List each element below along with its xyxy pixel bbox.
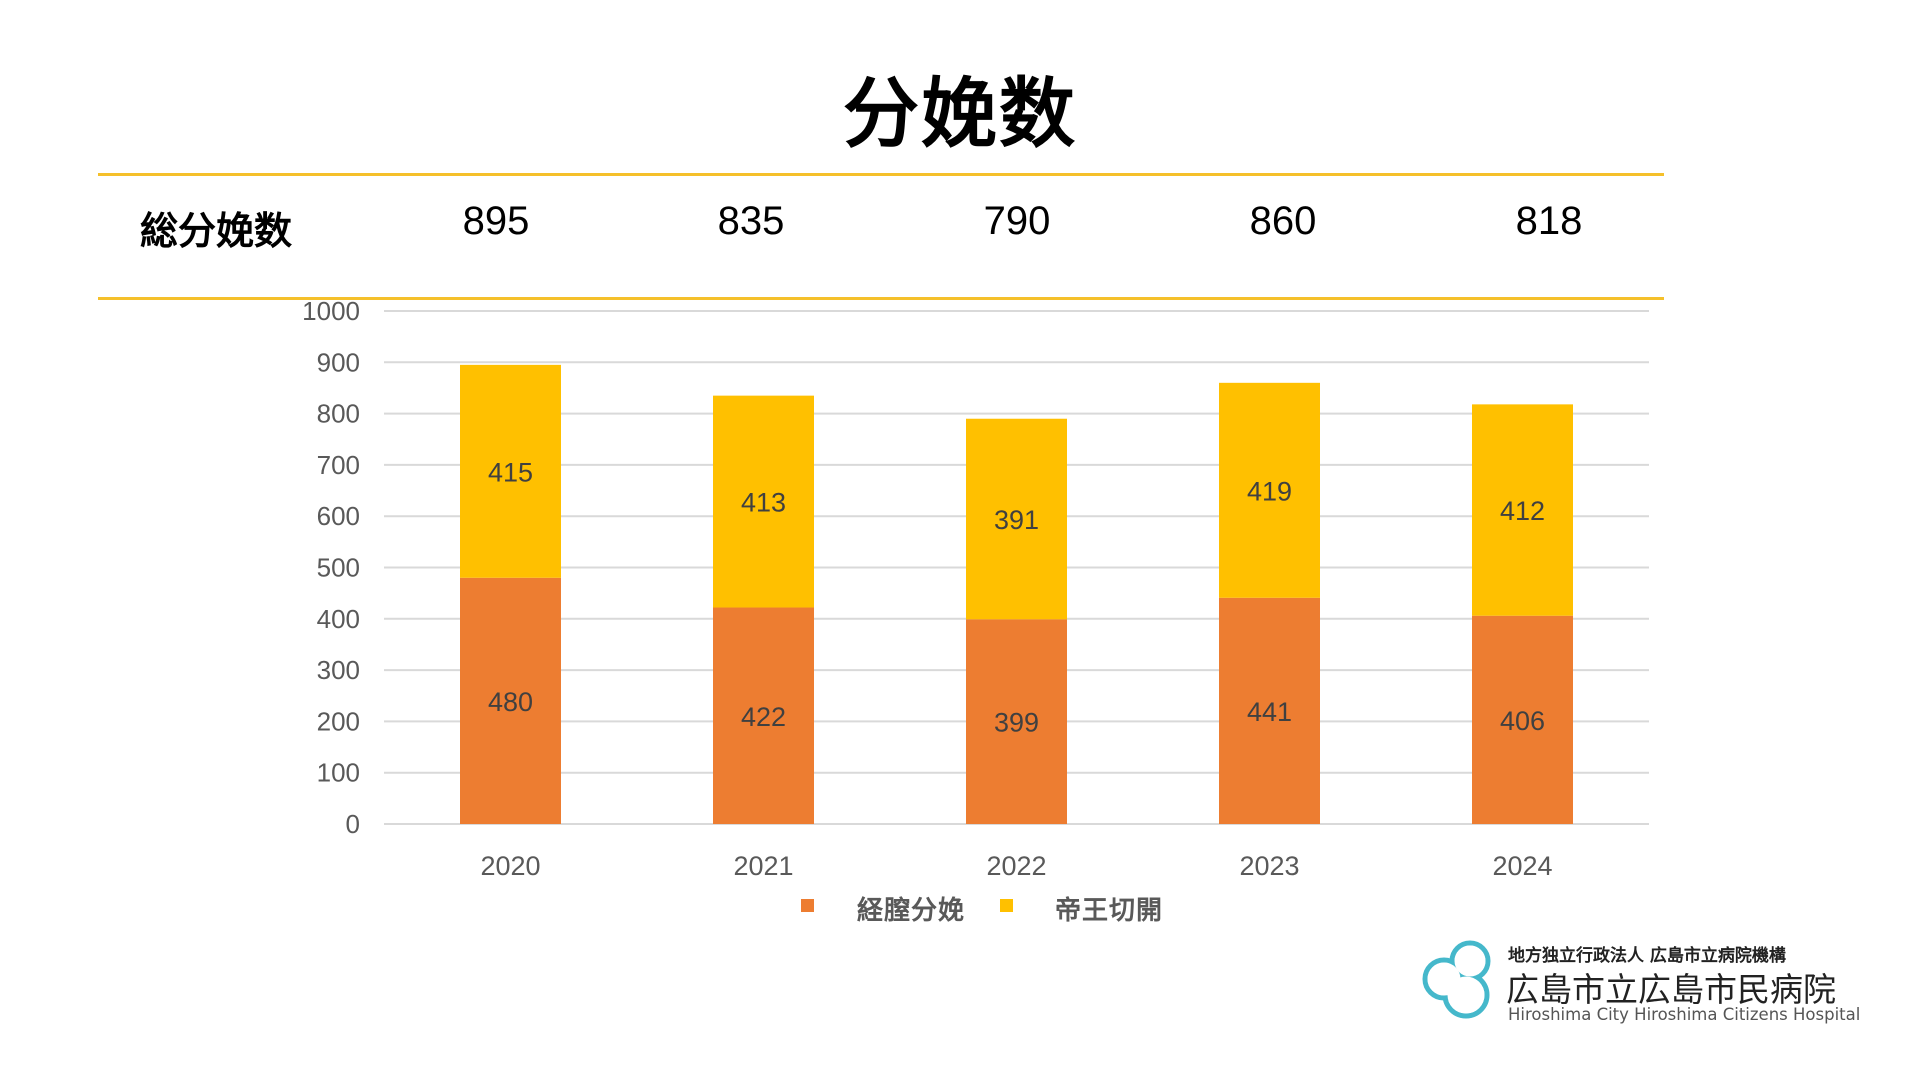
bar-segment-cesarean [966, 418, 1067, 620]
bar-segment-vaginal [1472, 615, 1573, 824]
data-label: 415 [488, 457, 533, 487]
y-tick-label: 400 [317, 604, 360, 634]
legend-swatch-vaginal [801, 899, 814, 912]
logo-subtitle: 地方独立行政法人 広島市立病院機構 [1508, 946, 1786, 966]
y-tick-label: 700 [317, 450, 360, 480]
bar-segment-vaginal [713, 607, 814, 824]
total-births-label: 総分娩数 [140, 209, 293, 253]
logo-name: 広島市立広島市民病院 [1506, 970, 1836, 1009]
bar-segment-vaginal [966, 619, 1067, 824]
legend-swatch-cesarean [1000, 899, 1013, 912]
total-births-2020: 895 [462, 199, 530, 243]
legend-label-vaginal: 経膣分娩 [857, 896, 966, 926]
x-tick-label: 2023 [1239, 851, 1299, 881]
total-births-2024: 818 [1515, 199, 1583, 243]
page-title: 分娩数 [843, 69, 1077, 158]
total-births-2021: 835 [717, 199, 785, 243]
data-label: 412 [1500, 496, 1545, 526]
data-label: 419 [1247, 476, 1292, 506]
y-tick-label: 200 [317, 706, 360, 736]
hospital-logo: 地方独立行政法人 広島市立病院機構 広島市立広島市民病院 Hiroshima C… [1420, 935, 1880, 1035]
legend-label-cesarean: 帝王切開 [1055, 896, 1164, 926]
bar-segment-cesarean [460, 364, 561, 578]
table-top-rule [98, 173, 1664, 176]
y-tick-label: 300 [317, 655, 360, 685]
total-births-2023: 860 [1249, 199, 1317, 243]
bar-segment-vaginal [1219, 597, 1320, 824]
y-tick-label: 0 [346, 809, 360, 839]
data-label: 422 [741, 702, 786, 732]
data-label: 391 [994, 505, 1039, 535]
data-label: 399 [994, 708, 1039, 738]
cloud-logo-icon [1422, 940, 1491, 1019]
logo-english-name: Hiroshima City Hiroshima Citizens Hospit… [1508, 1005, 1861, 1024]
x-tick-label: 2021 [733, 851, 793, 881]
y-tick-label: 600 [317, 501, 360, 531]
data-label: 413 [741, 488, 786, 518]
data-labels: 480 415 422 413 399 391 441 419 406 412 [488, 457, 1545, 737]
y-tick-label: 800 [317, 399, 360, 429]
y-tick-label: 100 [317, 758, 360, 788]
bar-segment-cesarean [1472, 404, 1573, 616]
x-tick-label: 2022 [986, 851, 1046, 881]
y-tick-label: 500 [317, 553, 360, 583]
total-births-2022: 790 [983, 199, 1051, 243]
data-label: 441 [1247, 697, 1292, 727]
bars [460, 364, 1573, 824]
bar-segment-cesarean [1219, 382, 1320, 598]
bar-segment-vaginal [460, 577, 561, 824]
data-label: 406 [1500, 706, 1545, 736]
x-axis-ticks: 2020 2021 2022 2023 2024 [480, 851, 1552, 881]
legend: 経膣分娩 帝王切開 [0, 890, 1920, 926]
x-tick-label: 2024 [1492, 851, 1552, 881]
bar-segment-cesarean [713, 395, 814, 608]
data-label: 480 [488, 687, 533, 717]
x-tick-label: 2020 [480, 851, 540, 881]
y-tick-label: 1000 [302, 296, 360, 326]
y-tick-label: 900 [317, 347, 360, 377]
table-bottom-rule [98, 297, 1664, 300]
y-axis-ticks: 0 100 200 300 400 500 600 700 800 900 1000 [302, 296, 360, 839]
